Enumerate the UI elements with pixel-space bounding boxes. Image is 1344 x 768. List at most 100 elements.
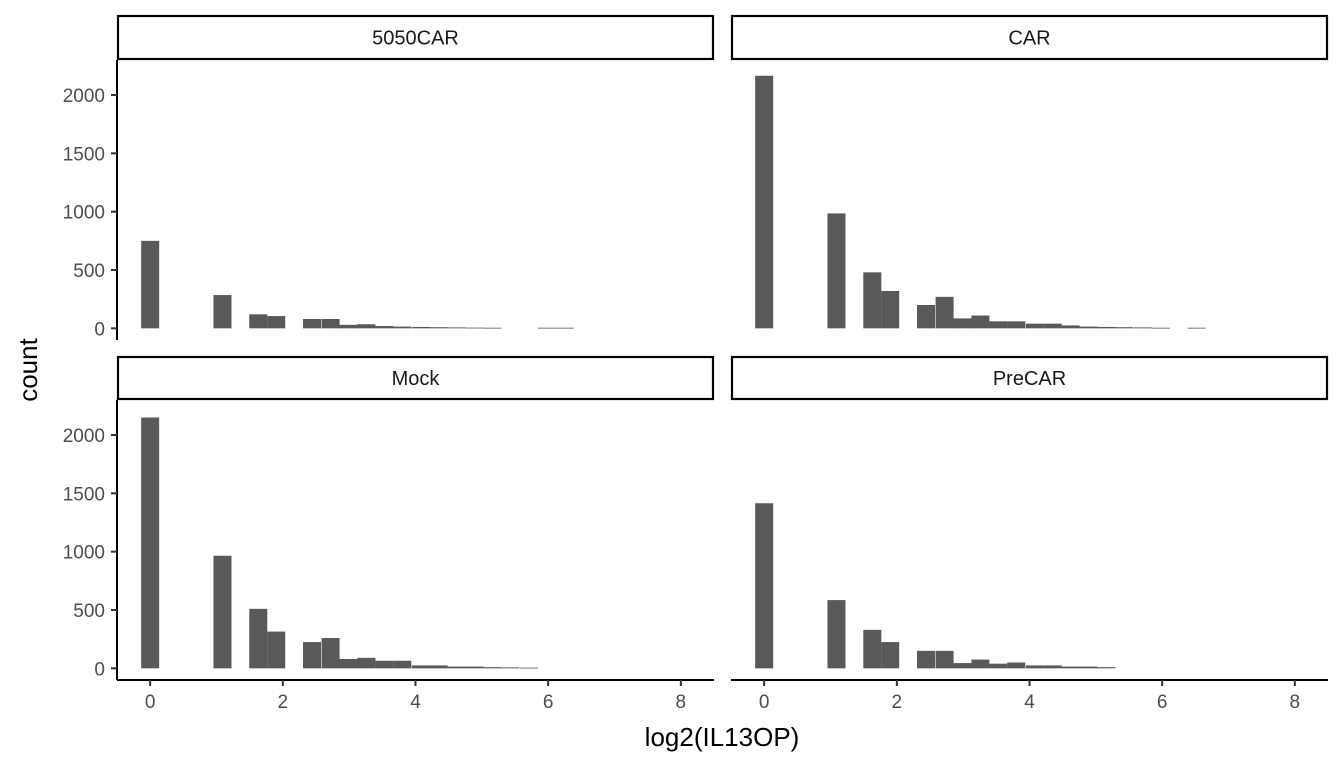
histogram-bar — [483, 667, 502, 669]
histogram-bar — [393, 660, 412, 669]
y-axis-title: count — [13, 337, 43, 401]
histogram-bar — [483, 327, 502, 329]
y-tick-label: 1000 — [63, 203, 105, 224]
histogram-bar — [339, 324, 358, 329]
histogram-bar — [971, 315, 990, 329]
histogram-bar — [537, 327, 556, 329]
facet-panel-5050CAR: 5050CAR 0 500 1000 1500 2000 — [63, 14, 715, 340]
x-tick-label: 6 — [543, 692, 554, 713]
histogram-bar — [519, 667, 538, 669]
y-tick-label: 0 — [94, 659, 105, 680]
histogram-bar — [411, 326, 430, 329]
histogram-bar — [917, 650, 936, 669]
histogram-bar — [1043, 323, 1062, 329]
histogram-bar — [971, 659, 990, 669]
histogram-bar — [1097, 326, 1116, 329]
histogram-bar — [393, 326, 412, 329]
facet-strip — [116, 355, 715, 401]
x-tick-label: 8 — [676, 692, 687, 713]
histogram-bar — [249, 314, 268, 329]
histogram-bar — [411, 665, 430, 669]
facet-strip-label: 5050CAR — [372, 28, 459, 50]
histogram-bar — [1061, 325, 1080, 329]
facet-panel-Mock: Mock 0 500 1000 1500 2000 0 2 4 6 8 — [63, 355, 715, 713]
y-tick-label: 500 — [73, 601, 105, 622]
histogram-bar — [1133, 327, 1152, 329]
x-axis-title: log2(IL13OP) — [645, 722, 800, 752]
histogram-bar — [357, 657, 376, 669]
histogram-bar — [935, 296, 954, 329]
histogram-bar — [1025, 665, 1044, 669]
histogram-bar — [989, 663, 1008, 669]
histogram-bar — [1187, 327, 1206, 329]
histogram-bar — [1079, 326, 1098, 329]
histogram-bar — [429, 327, 448, 329]
histogram-bar — [141, 240, 160, 329]
histogram-bar — [267, 631, 286, 669]
y-tick-label: 500 — [73, 261, 105, 282]
histogram-bar — [465, 327, 484, 329]
histogram-bar — [953, 318, 972, 329]
histogram-bar — [321, 319, 340, 329]
histogram-bar — [249, 608, 268, 669]
histogram-bar — [917, 305, 936, 329]
histogram-bar — [429, 665, 448, 669]
histogram-bar — [827, 600, 846, 669]
histogram-bar — [1007, 321, 1026, 329]
histogram-bar — [375, 326, 394, 329]
y-tick-label: 2000 — [63, 426, 105, 447]
histogram-bar — [755, 503, 774, 669]
x-tick-label: 4 — [1024, 692, 1035, 713]
x-tick-label: 2 — [278, 692, 289, 713]
histogram-bar — [321, 638, 340, 669]
y-tick-label: 0 — [94, 319, 105, 340]
x-tick-label: 2 — [892, 692, 903, 713]
y-tick-label: 2000 — [63, 86, 105, 107]
histogram-bar — [935, 650, 954, 669]
y-tick-label: 1500 — [63, 484, 105, 505]
histogram-bar — [375, 660, 394, 669]
histogram-bar — [1097, 667, 1116, 669]
facet-strip — [116, 14, 715, 61]
histogram-bar — [989, 321, 1008, 329]
facet-panel-CAR: CAR — [730, 14, 1329, 329]
histogram-bar — [303, 319, 322, 329]
facet-strip-label: Mock — [392, 368, 441, 390]
x-tick-label: 8 — [1290, 692, 1301, 713]
y-tick-label: 1000 — [63, 543, 105, 564]
histogram-bar — [357, 324, 376, 329]
facet-panels: 5050CAR 0 500 1000 1500 2000 CAR Mock 0 500 1000 15… — [63, 14, 1329, 713]
histogram-bar — [863, 629, 882, 669]
x-tick-label: 0 — [759, 692, 770, 713]
facet-strip-label: CAR — [1008, 28, 1050, 50]
histogram-bar — [447, 666, 466, 669]
histogram-bar — [447, 327, 466, 329]
histogram-bar — [1043, 665, 1062, 669]
histogram-bar — [1025, 323, 1044, 329]
histogram-bar — [303, 642, 322, 669]
histogram-bar — [1115, 327, 1134, 329]
facet-panel-PreCAR: PreCAR 0 2 4 6 8 — [730, 355, 1329, 713]
y-tick-label: 1500 — [63, 144, 105, 165]
histogram-bar — [863, 272, 882, 329]
histogram-bar — [213, 555, 232, 669]
histogram-bar — [953, 663, 972, 669]
histogram-bar — [1151, 327, 1170, 329]
facet-strip — [730, 355, 1329, 401]
x-tick-label: 6 — [1157, 692, 1168, 713]
histogram-bar — [881, 291, 900, 329]
facet-strip — [730, 14, 1329, 61]
x-tick-label: 0 — [145, 692, 156, 713]
histogram-bar — [827, 213, 846, 329]
histogram-bar — [1079, 666, 1098, 669]
histogram-bar — [213, 295, 232, 329]
histogram-bar — [881, 642, 900, 669]
histogram-bar — [555, 327, 574, 329]
facet-strip-label: PreCAR — [993, 368, 1066, 390]
histogram-bar — [465, 666, 484, 669]
x-tick-label: 4 — [410, 692, 421, 713]
histogram-bar — [501, 667, 520, 669]
histogram-bar — [339, 659, 358, 669]
histogram-bar — [141, 417, 160, 669]
